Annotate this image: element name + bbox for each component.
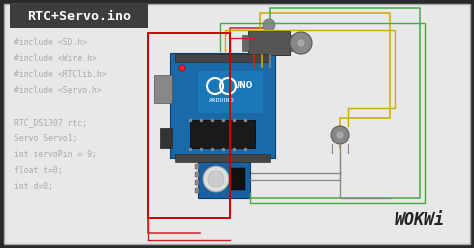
Text: WOKWi: WOKWi bbox=[395, 211, 445, 229]
Circle shape bbox=[290, 32, 312, 54]
Circle shape bbox=[208, 171, 224, 187]
Bar bbox=[242, 35, 249, 51]
Text: #include <RTClib.h>: #include <RTClib.h> bbox=[14, 70, 107, 79]
Text: Servo Servo1;: Servo Servo1; bbox=[14, 134, 77, 143]
Circle shape bbox=[203, 166, 229, 192]
Bar bbox=[195, 172, 199, 177]
Text: #include <Wire.h>: #include <Wire.h> bbox=[14, 54, 97, 63]
Bar bbox=[175, 54, 270, 62]
Circle shape bbox=[179, 65, 185, 71]
Bar bbox=[195, 188, 199, 193]
Text: RTC+Servo.ino: RTC+Servo.ino bbox=[27, 10, 131, 24]
Bar bbox=[148, 33, 230, 218]
Bar bbox=[195, 180, 199, 185]
Bar bbox=[231, 168, 245, 190]
Bar bbox=[195, 164, 199, 169]
Circle shape bbox=[336, 131, 344, 139]
Text: #include <Servo.h>: #include <Servo.h> bbox=[14, 86, 102, 95]
Circle shape bbox=[297, 39, 305, 47]
Text: int d=0;: int d=0; bbox=[14, 182, 53, 191]
Bar bbox=[198, 71, 263, 113]
Bar bbox=[160, 128, 172, 148]
Text: UNO: UNO bbox=[233, 82, 253, 91]
Text: float t=0;: float t=0; bbox=[14, 166, 63, 175]
Circle shape bbox=[263, 19, 275, 31]
Bar bbox=[198, 160, 250, 198]
Bar bbox=[190, 120, 255, 148]
Bar bbox=[290, 35, 297, 51]
Text: ARDUINO: ARDUINO bbox=[209, 97, 235, 102]
Bar bbox=[154, 75, 172, 103]
Text: int servoPin = 9;: int servoPin = 9; bbox=[14, 150, 97, 159]
Circle shape bbox=[331, 126, 349, 144]
Bar bbox=[10, 4, 148, 28]
Text: RTC_DS1307 rtc;: RTC_DS1307 rtc; bbox=[14, 118, 87, 127]
Bar bbox=[175, 154, 270, 162]
Text: #include <SD.h>: #include <SD.h> bbox=[14, 38, 87, 47]
Bar bbox=[248, 31, 290, 55]
Bar bbox=[170, 53, 275, 158]
